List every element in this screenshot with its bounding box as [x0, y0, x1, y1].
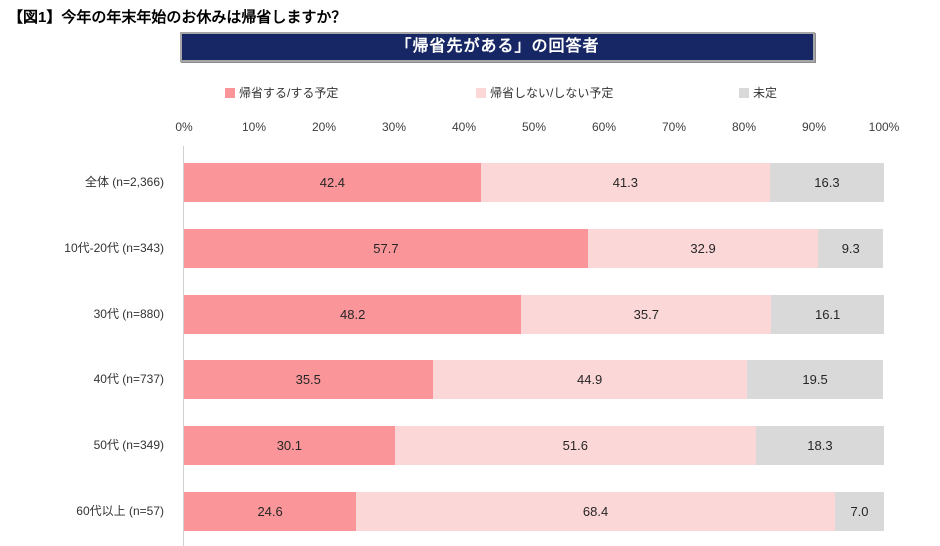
- chart-subtitle-banner: 「帰省先がある」の回答者: [180, 32, 815, 62]
- row-label: 60代以上 (n=57): [76, 504, 164, 518]
- chart-row: 50代 (n=349) 30.1 51.6 18.3: [0, 426, 940, 465]
- bar-value-label: 32.9: [690, 241, 716, 256]
- bar-segment: 16.3: [769, 163, 884, 202]
- legend-label: 未定: [753, 86, 778, 100]
- bar-segment: 24.6: [184, 492, 357, 531]
- x-axis-tick: 20%: [311, 120, 337, 134]
- bar-segment: 18.3: [755, 426, 884, 465]
- page-title: 【図1】今年の年末年始のお休みは帰省しますか？: [8, 9, 347, 26]
- row-bar: 24.6 68.4 7.0: [184, 492, 884, 531]
- bar-value-label: 35.5: [295, 372, 321, 387]
- row-bar: 35.5 44.9 19.5: [184, 360, 884, 399]
- bar-value-label: 30.1: [276, 438, 302, 453]
- row-label: 全体 (n=2,366): [84, 175, 164, 189]
- bar-value-label: 68.4: [582, 504, 609, 519]
- row-bar: 57.7 32.9 9.3: [184, 229, 884, 268]
- bar-segment: 30.1: [184, 426, 395, 465]
- bar-value-label: 16.3: [814, 175, 840, 190]
- row-label: 30代 (n=880): [93, 307, 164, 321]
- legend: 帰省する/する予定 帰省しない/しない予定 未定: [0, 84, 940, 101]
- chart-row: 40代 (n=737) 35.5 44.9 19.5: [0, 360, 940, 399]
- row-label: 40代 (n=737): [93, 372, 164, 386]
- x-axis: 0% 10% 20% 30% 40% 50% 60% 70% 80% 90% 100%: [175, 120, 899, 136]
- x-axis-tick: 30%: [381, 120, 407, 134]
- chart-row: 全体 (n=2,366) 42.4 41.3 16.3: [0, 163, 940, 202]
- y-axis-line: [183, 146, 184, 546]
- bar-segment: 68.4: [356, 492, 835, 531]
- x-axis-tick: 100%: [868, 120, 900, 134]
- bar-value-label: 42.4: [319, 175, 346, 190]
- bar-segment: 48.2: [184, 295, 522, 334]
- bar-value-label: 48.2: [340, 307, 366, 322]
- bar-value-label: 18.3: [807, 438, 833, 453]
- x-axis-tick: 10%: [241, 120, 267, 134]
- bar-segment: 9.3: [818, 229, 884, 268]
- legend-swatch-kisei-shinai: [476, 87, 486, 98]
- bar-segment: 51.6: [394, 426, 756, 465]
- chart-area: 全体 (n=2,366) 42.4 41.3 16.3 10代-20代 (n=343) 5…: [0, 146, 940, 546]
- legend-label: 帰省しない/しない予定: [490, 86, 614, 100]
- x-axis-tick: 40%: [451, 120, 477, 134]
- legend-item-mitei: 未定: [739, 84, 777, 101]
- row-label: 50代 (n=349): [93, 438, 164, 452]
- bar-segment: 35.5: [184, 360, 433, 399]
- chart-row: 60代以上 (n=57) 24.6 68.4 7.0: [0, 492, 940, 531]
- legend-item-kisei-shinai: 帰省しない/しない予定: [476, 84, 613, 101]
- x-axis-tick: 80%: [731, 120, 757, 134]
- chart-row: 10代-20代 (n=343) 57.7 32.9 9.3: [0, 229, 940, 268]
- bar-segment: 19.5: [746, 360, 884, 399]
- bar-segment: 42.4: [184, 163, 481, 202]
- legend-swatch-mitei: [739, 87, 749, 98]
- bar-value-label: 9.3: [841, 241, 860, 256]
- bar-value-label: 16.1: [814, 307, 841, 322]
- bar-segment: 32.9: [587, 229, 819, 268]
- legend-label: 帰省する/する予定: [239, 86, 339, 100]
- bar-segment: 44.9: [432, 360, 747, 399]
- bar-segment: 7.0: [834, 492, 884, 531]
- bar-value-label: 57.7: [373, 241, 399, 256]
- bar-value-label: 7.0: [850, 504, 869, 519]
- bar-segment: 41.3: [480, 163, 770, 202]
- x-axis-tick: 50%: [521, 120, 547, 134]
- row-bar: 30.1 51.6 18.3: [184, 426, 884, 465]
- row-label: 10代-20代 (n=343): [64, 241, 164, 255]
- bar-value-label: 19.5: [802, 372, 828, 387]
- bar-value-label: 51.6: [562, 438, 588, 453]
- legend-item-kisei-suru: 帰省する/する予定: [225, 84, 338, 101]
- bar-value-label: 44.9: [576, 372, 603, 387]
- x-axis-tick: 0%: [175, 120, 193, 134]
- banner-label: 「帰省先がある」の回答者: [395, 38, 600, 55]
- x-axis-tick: 70%: [661, 120, 687, 134]
- bar-value-label: 41.3: [612, 175, 638, 190]
- row-bar: 42.4 41.3 16.3: [184, 163, 884, 202]
- bar-segment: 35.7: [521, 295, 772, 334]
- x-axis-tick: 60%: [591, 120, 617, 134]
- chart-row: 30代 (n=880) 48.2 35.7 16.1: [0, 295, 940, 334]
- bar-value-label: 35.7: [633, 307, 659, 322]
- x-axis-tick: 90%: [801, 120, 827, 134]
- bar-segment: 16.1: [771, 295, 884, 334]
- bar-value-label: 24.6: [257, 504, 283, 519]
- bar-segment: 57.7: [184, 229, 588, 268]
- row-bar: 48.2 35.7 16.1: [184, 295, 884, 334]
- legend-swatch-kisei-suru: [225, 87, 235, 98]
